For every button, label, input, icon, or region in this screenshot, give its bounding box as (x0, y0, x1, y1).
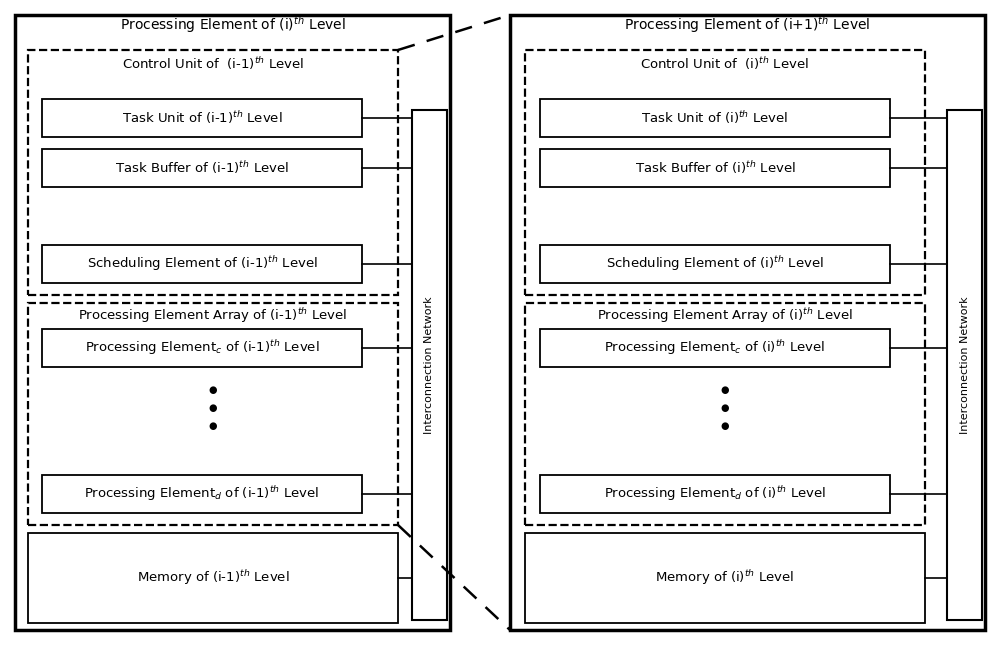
Bar (28, 303, 398, 525)
Bar (412, 110, 447, 620)
Bar (540, 245, 890, 283)
Bar (510, 15, 985, 630)
Text: ●
●
●: ● ● ● (209, 385, 217, 431)
Bar (42, 149, 362, 187)
Text: Interconnection Network: Interconnection Network (960, 296, 970, 434)
Bar (42, 99, 362, 137)
Text: Task Unit of (i)$^{th}$ Level: Task Unit of (i)$^{th}$ Level (641, 110, 789, 126)
Bar (540, 329, 890, 367)
Bar (525, 50, 925, 295)
Text: Processing Element$_d$ of (i-1)$^{th}$ Level: Processing Element$_d$ of (i-1)$^{th}$ L… (84, 484, 320, 504)
Text: Interconnection Network: Interconnection Network (424, 296, 434, 434)
Bar (42, 475, 362, 513)
Text: Scheduling Element of (i)$^{th}$ Level: Scheduling Element of (i)$^{th}$ Level (606, 255, 824, 273)
Text: Control Unit of  (i-1)$^{th}$ Level: Control Unit of (i-1)$^{th}$ Level (122, 55, 304, 72)
Text: Scheduling Element of (i-1)$^{th}$ Level: Scheduling Element of (i-1)$^{th}$ Level (87, 255, 317, 273)
Text: Processing Element Array of (i-1)$^{th}$ Level: Processing Element Array of (i-1)$^{th}$… (78, 306, 348, 326)
Text: Control Unit of  (i)$^{th}$ Level: Control Unit of (i)$^{th}$ Level (640, 55, 810, 72)
Text: Task Unit of (i-1)$^{th}$ Level: Task Unit of (i-1)$^{th}$ Level (122, 110, 282, 126)
Text: Memory of (i)$^{th}$ Level: Memory of (i)$^{th}$ Level (655, 568, 795, 588)
Text: Task Buffer of (i-1)$^{th}$ Level: Task Buffer of (i-1)$^{th}$ Level (115, 159, 289, 177)
Bar (540, 99, 890, 137)
Text: Processing Element of (i+1)$^{th}$ Level: Processing Element of (i+1)$^{th}$ Level (624, 15, 871, 35)
Text: Task Buffer of (i)$^{th}$ Level: Task Buffer of (i)$^{th}$ Level (635, 159, 795, 177)
Bar (540, 475, 890, 513)
Bar (540, 149, 890, 187)
Bar (42, 329, 362, 367)
Text: Memory of (i-1)$^{th}$ Level: Memory of (i-1)$^{th}$ Level (137, 568, 289, 588)
Text: Processing Element of (i)$^{th}$ Level: Processing Element of (i)$^{th}$ Level (120, 15, 345, 35)
Text: Processing Element$_c$ of (i)$^{th}$ Level: Processing Element$_c$ of (i)$^{th}$ Lev… (604, 339, 826, 357)
Bar (525, 533, 925, 623)
Bar (28, 533, 398, 623)
Text: Processing Element$_c$ of (i-1)$^{th}$ Level: Processing Element$_c$ of (i-1)$^{th}$ L… (85, 339, 319, 357)
Text: Processing Element$_d$ of (i)$^{th}$ Level: Processing Element$_d$ of (i)$^{th}$ Lev… (604, 484, 826, 504)
Bar (525, 303, 925, 525)
Bar (42, 245, 362, 283)
Text: Processing Element Array of (i)$^{th}$ Level: Processing Element Array of (i)$^{th}$ L… (597, 306, 853, 326)
Bar (947, 110, 982, 620)
Bar (15, 15, 450, 630)
Text: ●
●
●: ● ● ● (721, 385, 729, 431)
Bar (28, 50, 398, 295)
